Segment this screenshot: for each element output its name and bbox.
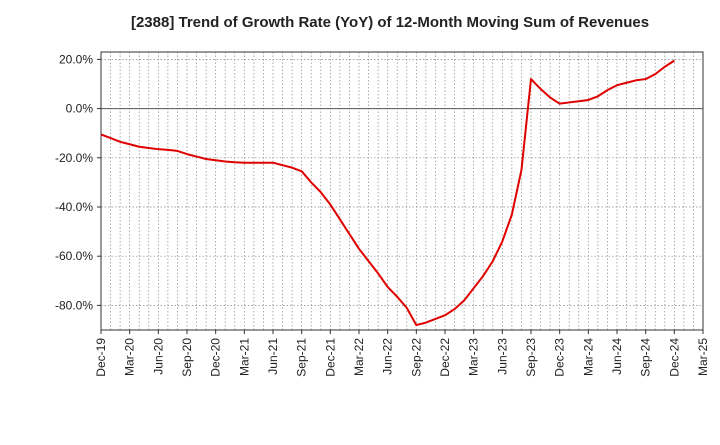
chart-title: [2388] Trend of Growth Rate (YoY) of 12-… — [130, 14, 650, 31]
x-tick-label: Dec-22 — [438, 338, 452, 377]
x-tick-label: Mar-24 — [581, 338, 595, 376]
x-tick-label: Mar-22 — [352, 338, 366, 376]
x-tick-label: Dec-19 — [94, 338, 108, 377]
x-tick-label: Sep-22 — [409, 338, 423, 377]
x-tick-label: Jun-20 — [151, 338, 165, 375]
y-tick-label: -20.0% — [55, 151, 93, 165]
y-tick-label: -60.0% — [55, 249, 93, 263]
x-tick-label: Sep-24 — [639, 338, 653, 377]
x-tick-label: Sep-20 — [180, 338, 194, 377]
growth-rate-line — [100, 59, 675, 327]
x-tick-label: Dec-21 — [323, 338, 337, 377]
x-tick-label: Mar-21 — [237, 338, 251, 376]
y-tick-label: 20.0% — [59, 52, 93, 66]
x-tick-label: Dec-23 — [553, 338, 567, 377]
x-tick-label: Sep-23 — [524, 338, 538, 377]
y-tick-label: 0.0% — [66, 102, 94, 116]
x-tick-label: Jun-22 — [381, 338, 395, 375]
x-tick-label: Jun-23 — [495, 338, 509, 375]
plot-frame — [100, 51, 704, 331]
y-tick-label: -80.0% — [55, 298, 93, 312]
x-tick-label: Mar-20 — [123, 338, 137, 376]
x-tick-label: Jun-21 — [266, 338, 280, 375]
x-tick-label: Dec-20 — [209, 338, 223, 377]
x-tick-label: Sep-21 — [295, 338, 309, 377]
x-tick-label: Jun-24 — [610, 338, 624, 375]
x-tick-label: Dec-24 — [667, 338, 681, 377]
y-tick-label: -40.0% — [55, 200, 93, 214]
x-tick-label: Mar-23 — [467, 338, 481, 376]
x-tick-label: Mar-25 — [696, 338, 710, 376]
